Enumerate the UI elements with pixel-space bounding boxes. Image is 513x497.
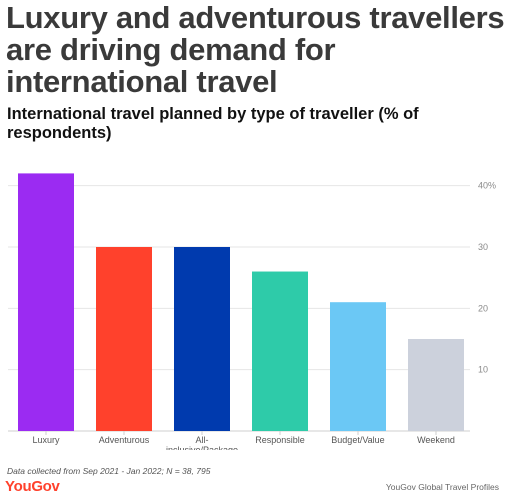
y-tick-label: 20 bbox=[478, 303, 488, 313]
x-category-label: inclusive/Package bbox=[166, 445, 238, 450]
bar-budget-value bbox=[330, 302, 386, 431]
footnote: Data collected from Sep 2021 - Jan 2022;… bbox=[7, 466, 211, 476]
headline: Luxury and adventurous travellers are dr… bbox=[6, 0, 505, 99]
chart-title: International travel planned by type of … bbox=[7, 105, 419, 142]
bar-luxury bbox=[18, 173, 74, 431]
x-category-label: Responsible bbox=[255, 435, 305, 445]
source-note: YouGov Global Travel Profiles bbox=[385, 482, 499, 492]
y-tick-label: 10 bbox=[478, 365, 488, 375]
bar-adventurous bbox=[96, 247, 152, 431]
yougov-logo: YouGov bbox=[5, 478, 60, 495]
x-category-label: Budget/Value bbox=[331, 435, 384, 445]
x-category-label: Luxury bbox=[32, 435, 60, 445]
y-tick-label: 40% bbox=[478, 181, 496, 191]
bar-chart: 10 20 30 40% Luxury Adventurous All-inclusive… bbox=[8, 173, 496, 450]
y-tick-label: 30 bbox=[478, 242, 488, 252]
bar-responsible bbox=[252, 271, 308, 431]
x-category-label: All- bbox=[196, 435, 209, 445]
x-category-label: Adventurous bbox=[99, 435, 150, 445]
bar-weekend bbox=[408, 339, 464, 431]
bar-all-inclusive-package bbox=[174, 247, 230, 431]
x-category-label: Weekend bbox=[417, 435, 455, 445]
